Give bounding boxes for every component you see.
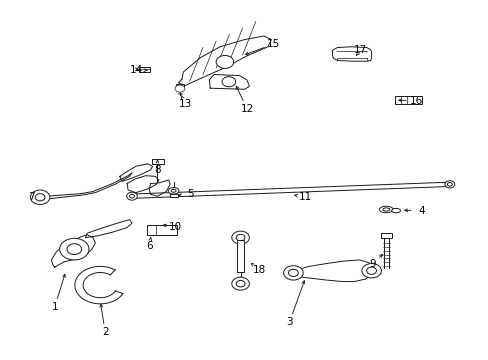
Text: 13: 13 (179, 99, 192, 109)
Text: 16: 16 (409, 96, 423, 106)
Text: 11: 11 (298, 192, 312, 202)
Bar (394, 96, 421, 104)
Ellipse shape (168, 188, 179, 194)
Polygon shape (209, 75, 249, 89)
Ellipse shape (391, 208, 400, 213)
Circle shape (60, 238, 89, 260)
Circle shape (30, 190, 50, 204)
Text: 8: 8 (154, 165, 161, 175)
Text: 6: 6 (145, 240, 152, 251)
Bar (151, 159, 163, 164)
Circle shape (288, 269, 298, 276)
Circle shape (35, 194, 45, 201)
Polygon shape (178, 36, 271, 86)
Polygon shape (290, 260, 372, 282)
Text: 1: 1 (51, 302, 58, 312)
Ellipse shape (379, 206, 392, 213)
Circle shape (361, 264, 381, 278)
Text: 17: 17 (353, 45, 367, 55)
Polygon shape (51, 235, 95, 267)
Polygon shape (127, 176, 159, 193)
Text: 4: 4 (417, 206, 424, 216)
Circle shape (222, 77, 235, 87)
Text: 3: 3 (285, 317, 292, 327)
Polygon shape (46, 173, 132, 199)
Text: 12: 12 (240, 104, 253, 114)
Bar (176, 84, 183, 87)
Circle shape (216, 55, 233, 68)
Text: 5: 5 (187, 189, 194, 199)
Circle shape (236, 234, 244, 241)
Text: 2: 2 (102, 327, 108, 337)
Circle shape (231, 231, 249, 244)
Ellipse shape (444, 181, 454, 188)
Polygon shape (332, 47, 371, 61)
Ellipse shape (129, 194, 134, 198)
Polygon shape (120, 164, 152, 181)
Bar (139, 67, 150, 72)
Text: 10: 10 (168, 222, 181, 232)
Ellipse shape (126, 192, 137, 200)
Bar (236, 240, 244, 272)
Polygon shape (149, 180, 170, 196)
Text: 9: 9 (368, 258, 375, 269)
Ellipse shape (171, 189, 176, 192)
Text: 18: 18 (252, 265, 265, 275)
Text: 14: 14 (129, 65, 142, 75)
Bar (381, 233, 391, 238)
Text: 7: 7 (28, 192, 35, 202)
Bar (169, 194, 178, 197)
Ellipse shape (447, 183, 451, 186)
Circle shape (175, 85, 184, 92)
Circle shape (283, 266, 303, 280)
Polygon shape (75, 266, 122, 304)
Circle shape (231, 277, 249, 290)
Bar (146, 225, 177, 235)
Circle shape (236, 280, 244, 287)
Circle shape (366, 267, 376, 274)
Circle shape (67, 244, 81, 255)
Ellipse shape (382, 208, 389, 211)
Polygon shape (85, 220, 132, 238)
Text: 15: 15 (266, 39, 280, 49)
Polygon shape (132, 182, 449, 198)
